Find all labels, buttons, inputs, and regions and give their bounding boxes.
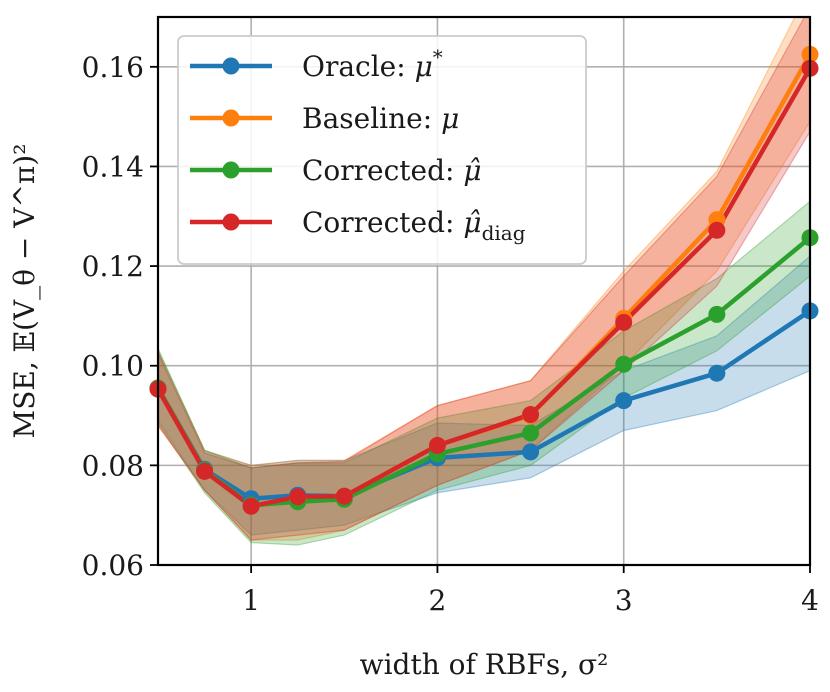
y-tick-label: 0.12 — [82, 250, 144, 283]
corrected-point — [522, 424, 540, 442]
y-tick-label: 0.16 — [82, 51, 144, 84]
oracle-point — [615, 392, 633, 410]
corrected-point — [708, 305, 726, 323]
oracle-legend-marker — [222, 57, 240, 75]
corrected-legend-label: Corrected: μ̂ — [302, 154, 482, 187]
corrected-diag-point — [242, 497, 260, 515]
x-axis-label: width of RBFs, σ² — [360, 648, 609, 681]
x-tick-label: 1 — [242, 584, 260, 617]
x-tick-label: 2 — [429, 584, 447, 617]
corrected-diag-point — [708, 221, 726, 239]
baseline-legend-marker — [222, 109, 240, 127]
oracle-point — [708, 364, 726, 382]
corrected-legend-marker — [222, 161, 240, 179]
oracle-point — [522, 443, 540, 461]
oracle-legend-label: Oracle: μ* — [302, 45, 443, 83]
series-lines — [158, 53, 810, 509]
corrected-diag-line — [158, 67, 810, 509]
y-tick-label: 0.10 — [82, 350, 144, 383]
y-tick-label: 0.06 — [82, 549, 144, 582]
corrected-diag-point — [335, 487, 353, 505]
corrected-diag-legend-label: Corrected: μ̂diag — [302, 206, 526, 245]
corrected-band — [158, 200, 810, 546]
series-markers — [149, 45, 819, 515]
oracle-band — [158, 255, 810, 536]
legend-box — [177, 35, 587, 265]
corrected-diag-point — [428, 436, 446, 454]
baseline-legend-label: Baseline: μ — [302, 102, 459, 135]
x-tick-label: 3 — [615, 584, 633, 617]
x-tick-label: 4 — [801, 584, 819, 617]
corrected-diag-point — [615, 313, 633, 331]
y-tick-label: 0.08 — [82, 449, 144, 482]
y-axis-label: MSE, 𝔼(V_θ − V^π)² — [8, 144, 41, 439]
legend: Oracle: μ* Baseline: μ Corrected: μ̂ Correc… — [177, 35, 587, 265]
corrected-diag-point — [289, 488, 307, 506]
corrected-diag-point — [196, 462, 214, 480]
corrected-diag-point — [522, 406, 540, 424]
axis-ticks: 1 2 3 4 0.06 0.08 0.10 0.12 0.14 0.16 — [82, 51, 819, 617]
corrected-diag-legend-marker — [222, 213, 240, 231]
y-tick-label: 0.14 — [82, 150, 144, 183]
corrected-point — [615, 355, 633, 373]
plot-frame — [156, 15, 812, 567]
